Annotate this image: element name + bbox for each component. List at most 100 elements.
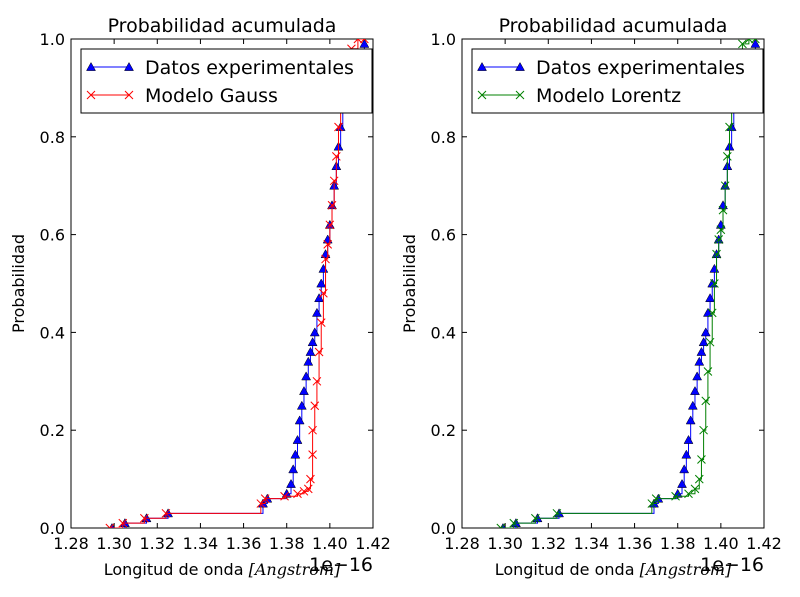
y-axis-label: Probabilidad [400,234,419,333]
data-point-triangle [672,488,683,498]
data-point-x [139,513,149,523]
data-point-triangle [679,464,690,474]
data-point-triangle [294,415,305,425]
y-tick-label: 0.4 [40,323,65,342]
x-axis-label-unit: [Angstrom] [249,560,341,579]
x-tick-label: 1.32 [530,534,566,553]
data-point-x [703,367,713,376]
x-tick-label: 1.36 [226,534,262,553]
data-point-x [699,425,708,435]
legend-marker-triangle [124,61,134,71]
legend: Datos experimentales Modelo Lorentz [471,48,764,114]
data-point-x [293,489,302,499]
data-point-x [509,518,519,528]
x-offset-text: 1e−16 [309,554,373,576]
y-axis-label: Probabilidad [9,234,28,333]
chart-title: Probabilidad acumulada [499,15,728,37]
data-point-x [751,39,760,44]
legend-marker-x [124,90,134,100]
plot-frame [70,38,374,529]
x-tick-label: 1.42 [355,534,391,553]
x-tick-label: 1.30 [487,534,523,553]
x-tick-label: 1.34 [574,534,610,553]
series-line [500,39,756,528]
x-tick-label: 1.42 [746,534,782,553]
data-point-x [306,474,315,484]
data-point-triangle [290,449,301,459]
legend-marker-x [515,90,525,100]
data-point-triangle [299,386,309,395]
data-point-x [684,489,693,499]
chart-lorentz: 1.28 1.30 1.32 1.34 1.36 1.38 1.40 1.420.00.20.… [400,15,782,579]
legend-marker-triangle [515,61,525,71]
legend-label: Modelo Lorentz [536,85,681,107]
data-point-triangle [296,400,307,410]
y-tick-label: 1.0 [40,30,65,49]
plot-frame [461,38,765,529]
series-line [111,43,365,528]
data-point-triangle [692,371,703,381]
data-point-triangle [700,327,711,337]
data-point-x [329,176,339,186]
data-point-triangle [292,434,303,444]
legend-label: Modelo Gauss [145,85,278,107]
data-point-x [280,491,289,501]
legend-box [471,48,764,114]
data-point-x [323,240,333,249]
data-point-x [314,347,324,357]
legend-marker-x [477,90,487,100]
data-point-triangle [690,386,700,395]
x-axis: 1.28 1.30 1.32 1.34 1.36 1.38 1.40 1.42 [53,39,391,553]
data-point-x [694,474,704,484]
x-tick-label: 1.32 [139,534,175,553]
y-tick-label: 0.0 [431,519,456,538]
data-point-triangle [696,346,707,356]
data-point-x [744,39,754,44]
data-point-triangle [750,39,761,48]
data-point-triangle [683,434,694,444]
y-tick-label: 1.0 [431,30,456,49]
data-point-x [310,401,320,411]
data-point-triangle [314,293,324,303]
y-tick-label: 0.6 [431,226,456,245]
data-point-x [312,376,322,386]
x-tick-label: 1.30 [96,534,132,553]
y-tick-label: 0.6 [40,226,65,245]
y-tick-label: 0.8 [40,128,65,147]
data-point-x [331,152,341,161]
data-point-x [720,181,730,191]
series-layer [496,39,761,528]
data-point-triangle [702,307,713,317]
data-point-x [710,279,719,288]
data-point-triangle [685,415,696,425]
data-point-triangle [694,356,705,366]
x-axis: 1.28 1.30 1.32 1.34 1.36 1.38 1.40 1.42 [444,39,782,553]
x-tick-label: 1.40 [312,534,348,553]
data-point-x [722,152,732,161]
data-point-x [697,455,706,464]
data-point-triangle [709,263,720,273]
x-tick-label: 1.34 [183,534,219,553]
x-axis-label-text: Longitud de onda [495,560,640,579]
x-tick-label: 1.28 [53,534,89,553]
x-axis-label: Longitud de onda [Angstrom] [495,560,732,579]
x-tick-label: 1.40 [703,534,739,553]
y-tick-label: 0.8 [431,128,456,147]
data-point-triangle [318,263,329,273]
data-point-x [705,337,715,347]
x-axis-label-text: Longitud de onda [104,560,249,579]
data-point-x [260,494,270,504]
data-point-triangle [305,346,316,356]
y-axis: 0.0 0.2 0.4 0.6 0.8 1.0 [431,30,764,538]
data-point-x [319,288,328,298]
data-point-triangle [316,278,327,288]
data-point-triangle [286,478,296,488]
data-point-x [707,308,717,318]
data-point-x [496,523,506,528]
legend-label: Datos experimentales [145,57,354,79]
data-point-triangle [301,371,312,381]
x-tick-label: 1.28 [444,534,480,553]
data-point-x [712,249,721,259]
data-point-triangle [687,400,698,410]
